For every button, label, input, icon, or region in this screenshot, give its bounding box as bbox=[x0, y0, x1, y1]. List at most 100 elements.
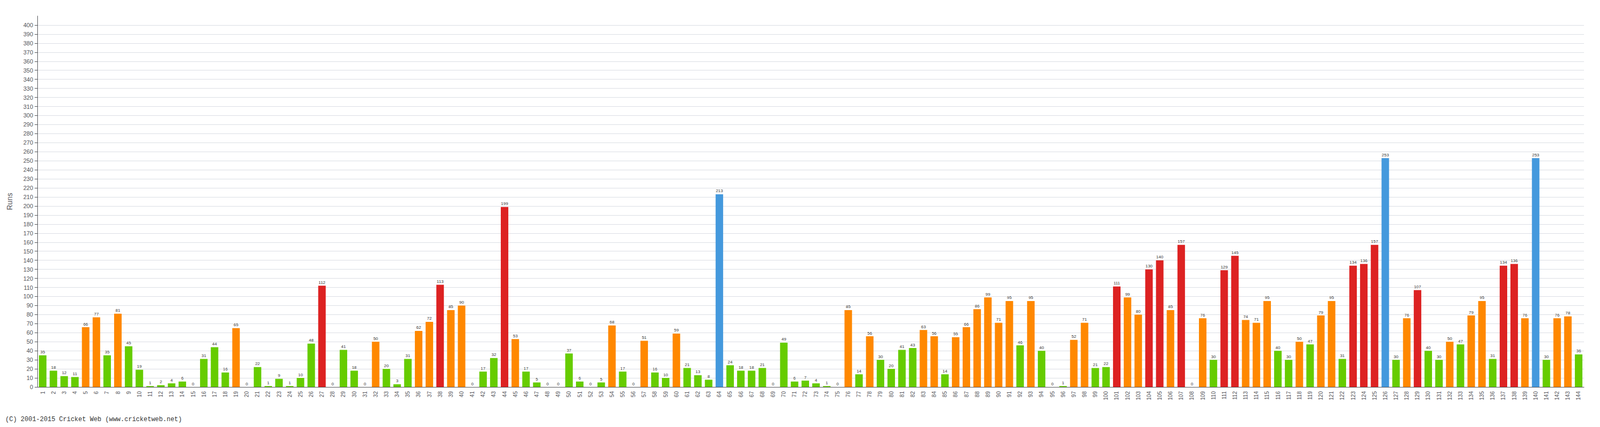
svg-text:95: 95 bbox=[1329, 294, 1334, 300]
svg-text:98: 98 bbox=[1081, 390, 1088, 398]
svg-text:48: 48 bbox=[544, 390, 551, 398]
svg-text:130: 130 bbox=[23, 266, 34, 273]
svg-text:76: 76 bbox=[845, 390, 852, 398]
svg-text:116: 116 bbox=[1275, 390, 1282, 400]
svg-text:63: 63 bbox=[705, 390, 712, 398]
svg-text:56: 56 bbox=[931, 330, 937, 336]
svg-text:136: 136 bbox=[1360, 258, 1368, 263]
svg-text:0: 0 bbox=[1051, 381, 1054, 387]
svg-text:8: 8 bbox=[115, 390, 122, 395]
svg-text:0: 0 bbox=[245, 381, 248, 387]
svg-text:74: 74 bbox=[824, 390, 830, 398]
svg-text:68: 68 bbox=[759, 390, 766, 398]
svg-text:20: 20 bbox=[384, 363, 389, 368]
svg-text:59: 59 bbox=[662, 390, 669, 398]
svg-text:1: 1 bbox=[825, 380, 829, 386]
svg-text:8: 8 bbox=[707, 373, 710, 379]
svg-text:60: 60 bbox=[673, 390, 680, 398]
svg-text:125: 125 bbox=[1371, 390, 1378, 400]
svg-text:71: 71 bbox=[1082, 316, 1087, 322]
svg-text:123: 123 bbox=[1350, 390, 1357, 400]
svg-text:58: 58 bbox=[651, 390, 658, 398]
svg-text:87: 87 bbox=[963, 390, 970, 398]
svg-text:40: 40 bbox=[1275, 345, 1281, 350]
svg-text:13: 13 bbox=[695, 369, 701, 374]
svg-text:142: 142 bbox=[1554, 390, 1560, 400]
svg-text:94: 94 bbox=[1038, 390, 1045, 398]
svg-text:0: 0 bbox=[557, 381, 560, 387]
svg-text:86: 86 bbox=[952, 390, 959, 398]
svg-text:22: 22 bbox=[265, 390, 271, 398]
svg-text:95: 95 bbox=[1049, 390, 1056, 398]
svg-text:49: 49 bbox=[781, 336, 787, 342]
svg-text:109: 109 bbox=[1200, 390, 1206, 400]
svg-text:140: 140 bbox=[1532, 390, 1539, 400]
svg-text:24: 24 bbox=[286, 390, 293, 398]
svg-text:112: 112 bbox=[1232, 390, 1238, 400]
svg-text:31: 31 bbox=[201, 353, 207, 358]
svg-text:10: 10 bbox=[298, 372, 303, 378]
svg-text:160: 160 bbox=[23, 238, 34, 246]
svg-text:0: 0 bbox=[363, 381, 367, 387]
svg-text:99: 99 bbox=[1125, 291, 1131, 297]
svg-text:47: 47 bbox=[1458, 338, 1463, 344]
svg-text:157: 157 bbox=[1371, 238, 1379, 244]
svg-text:118: 118 bbox=[1296, 390, 1303, 400]
svg-text:144: 144 bbox=[1575, 390, 1582, 400]
svg-text:17: 17 bbox=[211, 390, 218, 398]
svg-text:31: 31 bbox=[1339, 353, 1345, 358]
svg-text:370: 370 bbox=[23, 49, 34, 56]
svg-text:79: 79 bbox=[1468, 309, 1474, 315]
svg-text:9: 9 bbox=[125, 390, 132, 395]
svg-text:19: 19 bbox=[137, 363, 142, 369]
svg-text:130: 130 bbox=[1425, 390, 1431, 400]
svg-text:66: 66 bbox=[964, 321, 970, 327]
svg-text:100: 100 bbox=[1102, 390, 1109, 400]
svg-text:131: 131 bbox=[1436, 390, 1443, 400]
svg-text:52: 52 bbox=[1071, 333, 1077, 339]
svg-text:5: 5 bbox=[535, 376, 539, 382]
svg-text:30: 30 bbox=[1544, 354, 1549, 359]
svg-text:330: 330 bbox=[23, 85, 34, 92]
svg-text:360: 360 bbox=[23, 58, 34, 65]
svg-text:50: 50 bbox=[1297, 336, 1302, 341]
svg-text:40: 40 bbox=[1426, 345, 1431, 350]
svg-text:110: 110 bbox=[23, 284, 34, 291]
svg-text:44: 44 bbox=[212, 341, 218, 347]
svg-text:51: 51 bbox=[641, 334, 647, 340]
svg-text:92: 92 bbox=[1017, 390, 1023, 398]
svg-text:81: 81 bbox=[899, 390, 906, 398]
svg-text:79: 79 bbox=[1318, 309, 1324, 315]
svg-text:20: 20 bbox=[26, 365, 34, 372]
svg-text:290: 290 bbox=[23, 121, 34, 128]
svg-text:12: 12 bbox=[61, 370, 67, 375]
svg-text:380: 380 bbox=[23, 40, 34, 47]
svg-text:3: 3 bbox=[395, 378, 399, 383]
svg-text:0: 0 bbox=[546, 381, 549, 387]
svg-text:136: 136 bbox=[1510, 258, 1518, 263]
svg-text:60: 60 bbox=[26, 329, 34, 336]
svg-text:350: 350 bbox=[23, 67, 34, 74]
svg-text:400: 400 bbox=[23, 21, 34, 29]
svg-text:49: 49 bbox=[555, 390, 562, 398]
svg-text:21: 21 bbox=[254, 390, 261, 398]
svg-text:90: 90 bbox=[995, 390, 1002, 398]
svg-text:127: 127 bbox=[1393, 390, 1399, 400]
svg-text:52: 52 bbox=[587, 390, 594, 398]
svg-text:20: 20 bbox=[889, 363, 894, 368]
svg-text:72: 72 bbox=[427, 315, 432, 321]
svg-text:111: 111 bbox=[1113, 280, 1121, 286]
svg-text:95: 95 bbox=[1264, 294, 1270, 300]
svg-text:101: 101 bbox=[1113, 390, 1120, 400]
svg-text:76: 76 bbox=[1522, 312, 1528, 318]
svg-text:150: 150 bbox=[23, 248, 34, 255]
svg-text:310: 310 bbox=[23, 103, 34, 110]
svg-text:14: 14 bbox=[856, 368, 862, 374]
svg-text:21: 21 bbox=[684, 362, 690, 367]
svg-text:117: 117 bbox=[1285, 390, 1292, 400]
svg-text:61: 61 bbox=[684, 390, 691, 398]
svg-text:45: 45 bbox=[512, 390, 519, 398]
svg-text:213: 213 bbox=[715, 188, 724, 194]
svg-text:76: 76 bbox=[1554, 312, 1560, 318]
svg-text:253: 253 bbox=[1532, 152, 1540, 158]
